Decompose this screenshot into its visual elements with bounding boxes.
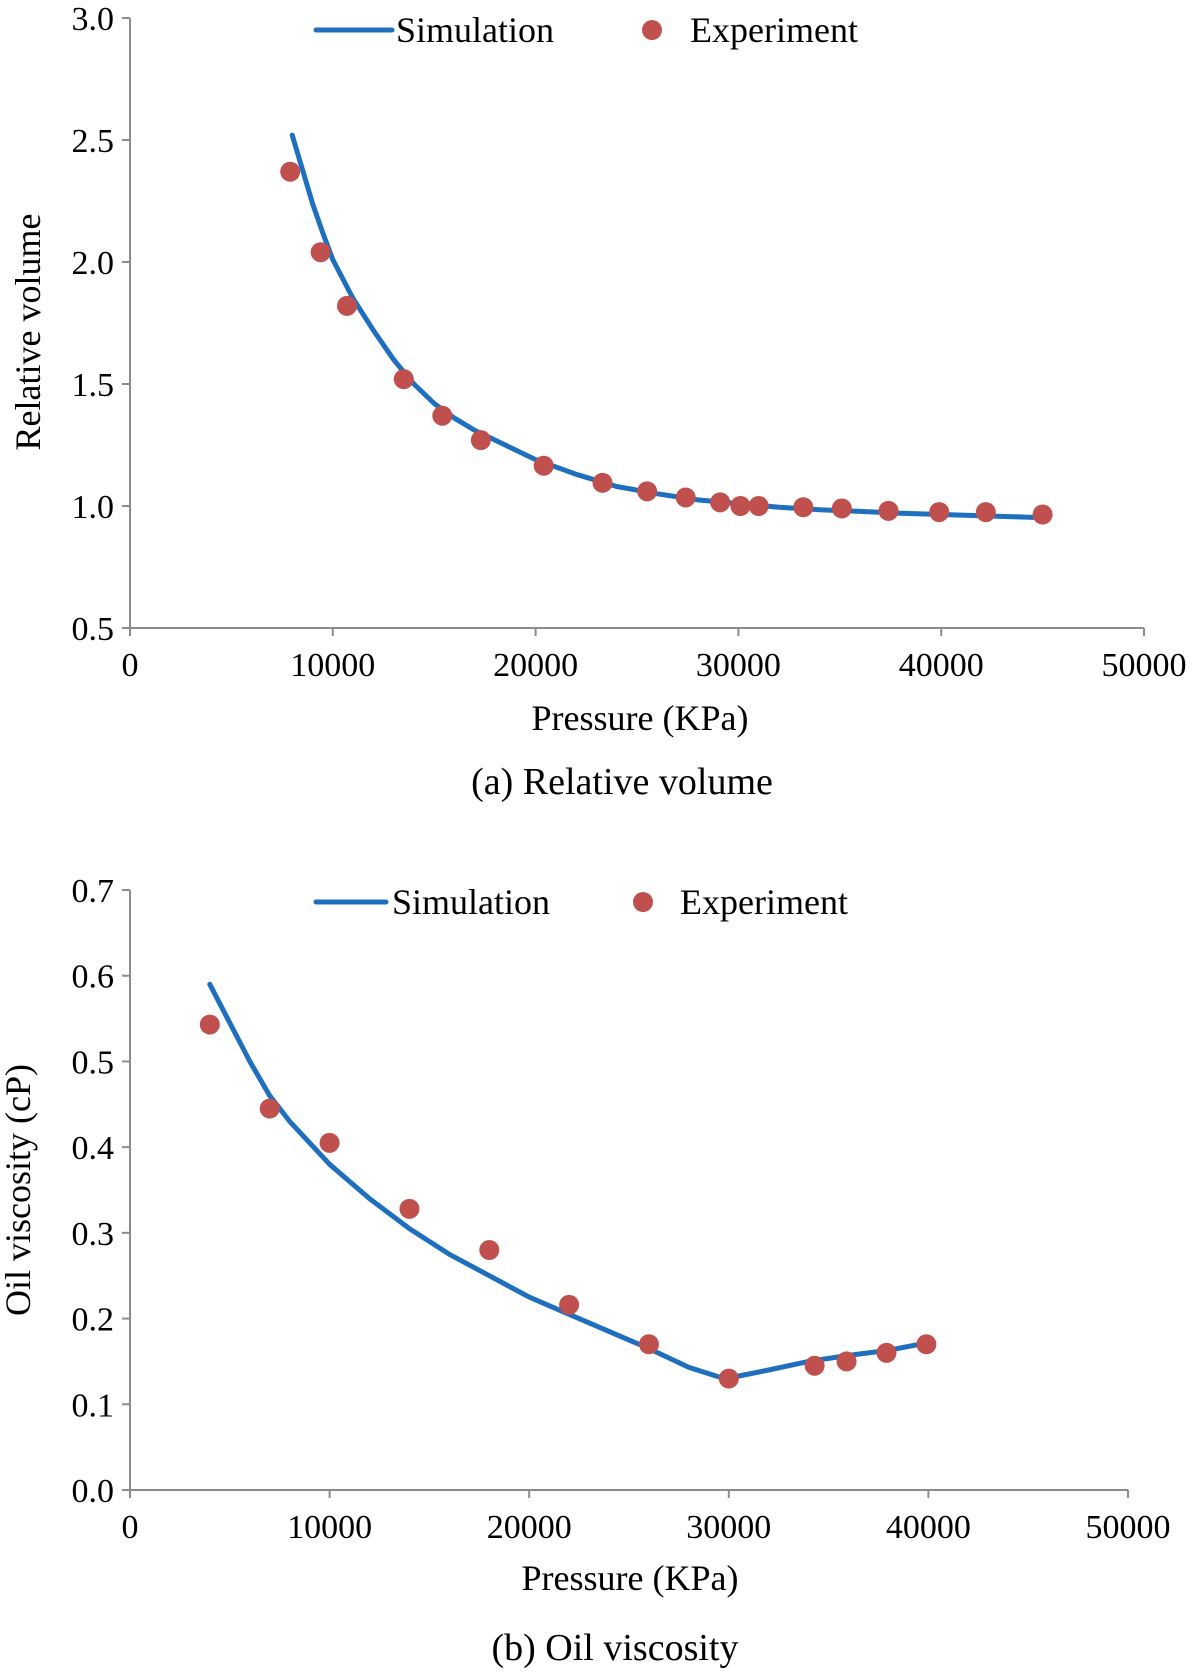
x-tick-label: 10000 <box>287 1509 372 1546</box>
chart-caption: (b) Oil viscosity <box>492 1627 739 1669</box>
legend-simulation-label: Simulation <box>392 882 550 922</box>
legend-experiment-marker <box>633 892 653 912</box>
experiment-point <box>876 1342 897 1363</box>
y-tick-label: 0.0 <box>72 1473 115 1510</box>
x-tick-label: 20000 <box>487 1509 572 1546</box>
experiment-point <box>836 1351 857 1372</box>
x-tick-label: 30000 <box>686 1509 771 1546</box>
y-tick-label: 0.7 <box>72 873 115 910</box>
experiment-point <box>793 497 814 518</box>
experiment-point <box>399 1198 420 1219</box>
experiment-point <box>319 1132 340 1153</box>
experiment-point <box>533 455 554 476</box>
experiment-point <box>730 496 751 516</box>
x-axis-title: Pressure (KPa) <box>532 698 749 738</box>
experiment-point <box>710 492 731 513</box>
y-axis-title: Oil viscosity (cP) <box>0 1064 38 1316</box>
simulation-line <box>289 132 1046 521</box>
experiment-point <box>638 1334 659 1355</box>
y-tick-label: 0.6 <box>72 959 115 996</box>
y-tick-label: 3.0 <box>72 1 115 38</box>
x-tick-label: 50000 <box>1102 647 1187 684</box>
experiment-point <box>929 502 950 523</box>
y-tick-label: 2.0 <box>72 245 115 282</box>
y-tick-label: 0.1 <box>72 1387 115 1424</box>
experiment-point <box>280 161 301 182</box>
experiment-point <box>259 1098 280 1119</box>
experiment-point <box>637 481 658 502</box>
experiment-point <box>310 242 331 263</box>
x-tick-label: 40000 <box>886 1509 971 1546</box>
experiment-point <box>432 405 453 426</box>
experiment-point <box>559 1294 580 1315</box>
relative-volume-chart: 0.5 1.0 1.5 2.0 2.5 3.0 0 10000 20000 30000 40000 5… <box>8 1 1187 803</box>
experiment-point <box>479 1240 500 1260</box>
y-tick-label: 2.5 <box>72 123 115 160</box>
legend: Simulation Experiment <box>313 10 858 50</box>
y-tick-label: 0.4 <box>72 1130 115 1167</box>
experiment-point <box>393 369 414 390</box>
experiment-point <box>199 1014 220 1035</box>
x-tick-label: 0 <box>122 1509 139 1546</box>
y-tick-label: 0.2 <box>72 1302 115 1339</box>
y-tick-label: 1.0 <box>72 489 115 526</box>
x-tick-label: 50000 <box>1086 1509 1171 1546</box>
experiment-point <box>470 430 491 451</box>
y-axis-title: Relative volume <box>8 214 48 451</box>
legend: Simulation Experiment <box>313 882 848 922</box>
experiment-point <box>831 498 852 519</box>
x-tick-label: 10000 <box>290 647 375 684</box>
experiment-point <box>916 1334 937 1355</box>
experiment-point <box>975 502 996 523</box>
chart-caption: (a) Relative volume <box>471 761 773 803</box>
experiment-point <box>878 500 899 521</box>
plot-area: 0.0 0.1 0.2 0.3 0.4 0.5 0.6 0.7 0 10000 20000 30000… <box>72 873 1171 1546</box>
legend-simulation-label: Simulation <box>396 10 554 50</box>
experiment-point <box>748 496 769 516</box>
plot-area: 0.5 1.0 1.5 2.0 2.5 3.0 0 10000 20000 30000 40000 5… <box>72 1 1187 684</box>
experiment-point <box>718 1368 739 1389</box>
legend-experiment-label: Experiment <box>680 882 848 922</box>
simulation-line <box>207 981 931 1380</box>
experiment-point <box>336 295 357 316</box>
x-tick-label: 20000 <box>493 647 578 684</box>
experiment-point <box>592 472 613 493</box>
x-axis-title: Pressure (KPa) <box>522 1558 739 1598</box>
experiment-point <box>804 1355 825 1376</box>
experiment-point <box>1032 504 1053 525</box>
x-tick-label: 0 <box>122 647 139 684</box>
x-tick-label: 30000 <box>696 647 781 684</box>
y-tick-label: 0.5 <box>72 611 115 648</box>
oil-viscosity-chart: 0.0 0.1 0.2 0.3 0.4 0.5 0.6 0.7 0 10000 20000 30000… <box>0 873 1171 1669</box>
y-tick-label: 0.3 <box>72 1216 115 1253</box>
y-tick-label: 0.5 <box>72 1044 115 1081</box>
legend-experiment-label: Experiment <box>690 10 858 50</box>
x-tick-label: 40000 <box>899 647 984 684</box>
experiment-point <box>675 487 696 508</box>
legend-experiment-marker <box>642 20 662 40</box>
y-tick-label: 1.5 <box>72 367 115 404</box>
